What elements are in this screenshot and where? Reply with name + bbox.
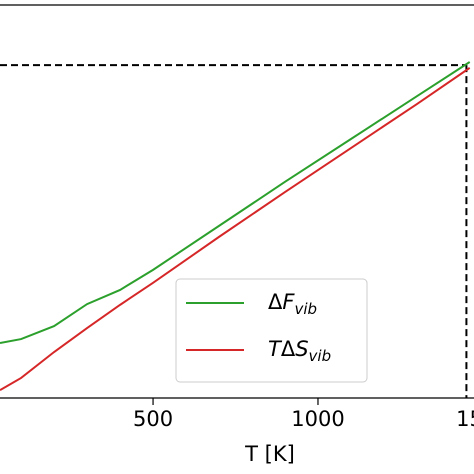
legend-label: ΔFvib: [268, 290, 317, 318]
x-axis-label: T [K]: [244, 442, 295, 466]
legend-label: TΔSvib: [268, 337, 331, 365]
x-tick-label: 500: [133, 407, 173, 431]
line-series: [0, 61, 471, 344]
line-series: [0, 67, 471, 392]
x-tick-label: 1000: [291, 407, 344, 431]
legend-box: [175, 278, 368, 383]
x-tick-label: 1500: [456, 407, 474, 431]
